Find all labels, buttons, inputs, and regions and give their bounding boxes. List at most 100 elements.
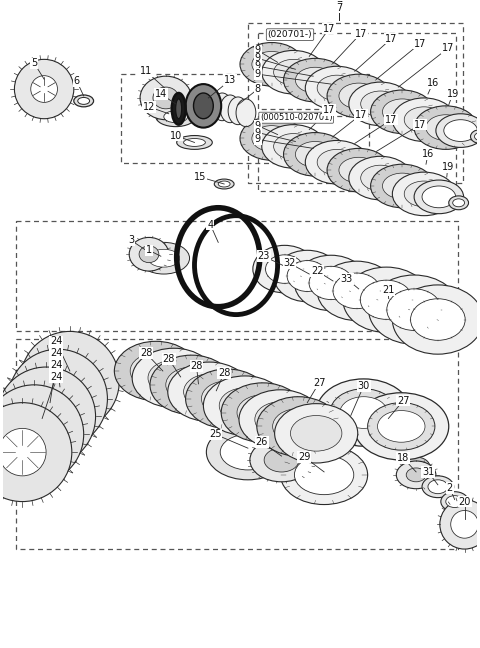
Ellipse shape [402,457,430,477]
Ellipse shape [250,438,313,482]
Ellipse shape [284,58,347,102]
Ellipse shape [317,75,357,101]
Circle shape [451,511,479,538]
Ellipse shape [414,106,478,150]
Ellipse shape [252,51,291,77]
Ellipse shape [275,404,358,463]
Ellipse shape [204,376,287,435]
Ellipse shape [360,165,400,191]
Ellipse shape [237,395,288,430]
Ellipse shape [172,93,186,124]
Ellipse shape [360,280,412,319]
Text: 4: 4 [207,220,214,229]
Circle shape [11,411,58,458]
Text: 28: 28 [190,361,203,371]
Ellipse shape [138,242,190,274]
Text: 17: 17 [323,105,335,115]
Ellipse shape [453,199,465,207]
Ellipse shape [392,285,480,354]
Ellipse shape [262,124,325,168]
Circle shape [0,402,72,502]
Ellipse shape [253,246,316,293]
Ellipse shape [221,383,304,442]
Text: 28: 28 [140,348,152,358]
Text: (000510-020701): (000510-020701) [260,113,333,122]
Ellipse shape [383,99,422,124]
Text: 19: 19 [442,162,454,172]
Text: 18: 18 [397,453,409,463]
Ellipse shape [404,107,444,133]
Text: 32: 32 [283,258,296,268]
Circle shape [23,393,70,440]
Ellipse shape [295,67,335,93]
Text: 17: 17 [385,34,397,43]
Ellipse shape [218,181,230,187]
Ellipse shape [255,402,306,437]
Ellipse shape [252,126,291,152]
Text: 17: 17 [414,38,426,49]
Ellipse shape [193,93,213,119]
Ellipse shape [309,266,353,299]
Circle shape [440,500,480,549]
Ellipse shape [153,87,179,109]
Text: 16: 16 [422,149,434,159]
Ellipse shape [446,496,464,507]
Ellipse shape [339,157,379,183]
Ellipse shape [240,117,303,160]
Text: 24: 24 [50,336,62,346]
Ellipse shape [239,390,322,449]
Ellipse shape [333,273,381,308]
Circle shape [0,385,84,484]
Text: 12: 12 [143,102,155,112]
Ellipse shape [164,111,188,122]
Ellipse shape [219,388,271,423]
Ellipse shape [371,164,434,208]
Ellipse shape [396,461,436,489]
Text: 9: 9 [255,128,261,137]
Text: 29: 29 [298,452,311,462]
Ellipse shape [360,91,400,117]
Ellipse shape [274,250,341,302]
Ellipse shape [343,267,430,332]
Ellipse shape [265,255,303,283]
Text: 7: 7 [336,3,342,13]
Circle shape [46,357,94,404]
Ellipse shape [422,186,456,208]
Text: 22: 22 [311,266,324,276]
Circle shape [0,428,46,476]
Text: 9: 9 [255,69,261,79]
Ellipse shape [74,95,94,107]
Ellipse shape [148,249,180,267]
Text: 17: 17 [355,29,367,39]
Text: 23: 23 [258,251,270,261]
Ellipse shape [392,172,456,216]
Ellipse shape [317,397,384,444]
Ellipse shape [78,97,90,104]
Ellipse shape [406,468,426,482]
Text: 6: 6 [74,76,80,86]
Text: 9: 9 [255,135,261,145]
Ellipse shape [281,445,368,505]
Ellipse shape [369,275,460,344]
Ellipse shape [274,60,313,85]
Text: 13: 13 [224,75,236,85]
Text: (020701-): (020701-) [268,30,312,39]
Text: 16: 16 [427,78,439,88]
Text: 17: 17 [385,115,397,124]
Ellipse shape [273,409,324,444]
Ellipse shape [474,133,480,141]
Text: 24: 24 [50,360,62,370]
Ellipse shape [236,99,256,126]
Circle shape [9,349,108,448]
Ellipse shape [214,179,234,189]
Ellipse shape [377,411,425,442]
Ellipse shape [349,82,412,126]
Ellipse shape [330,389,397,436]
Ellipse shape [294,455,354,494]
Ellipse shape [257,397,340,456]
Text: 2: 2 [446,483,453,492]
Circle shape [20,331,120,430]
Text: 11: 11 [140,66,152,76]
Ellipse shape [132,348,215,408]
Ellipse shape [470,130,480,143]
